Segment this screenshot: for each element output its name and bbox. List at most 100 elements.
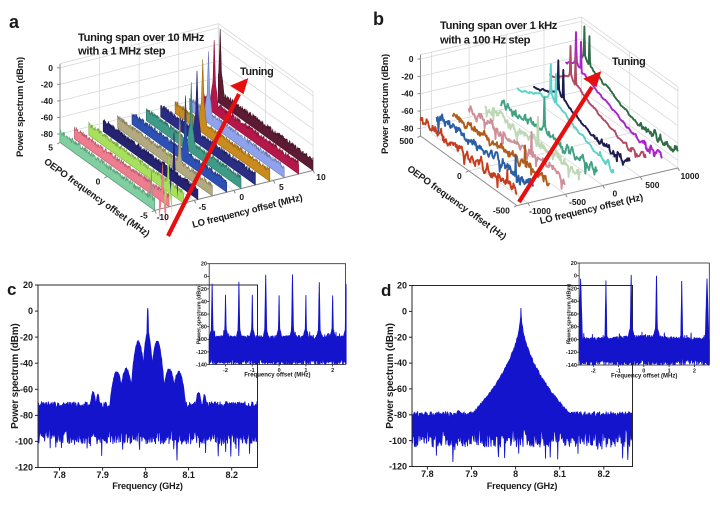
svg-text:7.9: 7.9 xyxy=(96,470,109,480)
svg-text:2: 2 xyxy=(331,368,334,374)
svg-text:-20: -20 xyxy=(199,287,207,293)
svg-text:7.8: 7.8 xyxy=(421,469,434,479)
svg-text:Power spectrum (dBm): Power spectrum (dBm) xyxy=(196,284,202,344)
svg-text:0: 0 xyxy=(457,171,462,181)
svg-text:Frequency offset (MHz): Frequency offset (MHz) xyxy=(611,374,677,380)
svg-text:-60: -60 xyxy=(569,312,577,318)
svg-text:-20: -20 xyxy=(394,332,407,342)
svg-text:-5: -5 xyxy=(199,202,207,212)
svg-text:-100: -100 xyxy=(15,437,33,447)
svg-text:1: 1 xyxy=(304,368,307,374)
svg-text:-60: -60 xyxy=(394,384,407,394)
svg-text:Tuning: Tuning xyxy=(612,56,645,68)
svg-text:0: 0 xyxy=(613,189,618,199)
svg-text:-5: -5 xyxy=(140,210,148,220)
svg-text:10: 10 xyxy=(316,172,326,182)
svg-text:8: 8 xyxy=(143,470,148,480)
svg-text:-20: -20 xyxy=(41,79,54,89)
svg-text:-80: -80 xyxy=(41,129,54,139)
svg-text:8.1: 8.1 xyxy=(553,469,566,479)
svg-text:7.9: 7.9 xyxy=(465,469,478,479)
svg-text:-500: -500 xyxy=(569,197,586,207)
svg-text:d: d xyxy=(381,281,391,300)
svg-text:-40: -40 xyxy=(199,299,207,305)
svg-text:0: 0 xyxy=(28,306,33,316)
svg-text:-1: -1 xyxy=(250,368,255,374)
svg-text:0: 0 xyxy=(239,192,244,202)
svg-text:-100: -100 xyxy=(196,337,207,343)
svg-text:20: 20 xyxy=(23,280,33,290)
svg-text:-80: -80 xyxy=(394,410,407,420)
svg-text:-40: -40 xyxy=(20,358,33,368)
svg-text:Tuning span over 10 MHz: Tuning span over 10 MHz xyxy=(78,32,205,44)
svg-text:-80: -80 xyxy=(569,325,577,331)
svg-text:with a 100 Hz step: with a 100 Hz step xyxy=(439,35,531,47)
svg-text:Power spectrum (dBm): Power spectrum (dBm) xyxy=(15,57,26,157)
svg-text:c: c xyxy=(7,280,16,299)
svg-text:-60: -60 xyxy=(20,384,33,394)
svg-text:-80: -80 xyxy=(199,325,207,331)
svg-text:-100: -100 xyxy=(566,337,577,343)
svg-text:8.2: 8.2 xyxy=(225,470,238,480)
svg-text:b: b xyxy=(373,9,384,29)
svg-text:5: 5 xyxy=(279,182,284,192)
svg-text:Frequency (GHz): Frequency (GHz) xyxy=(487,481,558,491)
svg-text:0: 0 xyxy=(402,307,407,317)
svg-text:-120: -120 xyxy=(566,350,577,356)
svg-text:-60: -60 xyxy=(401,106,414,116)
svg-text:with a 1 MHz step: with a 1 MHz step xyxy=(77,46,166,58)
svg-text:-20: -20 xyxy=(20,332,33,342)
svg-text:8.1: 8.1 xyxy=(182,470,195,480)
svg-text:Frequency offset (MHz): Frequency offset (MHz) xyxy=(244,373,310,379)
svg-text:-60: -60 xyxy=(41,112,54,122)
svg-text:0: 0 xyxy=(204,274,207,280)
svg-text:8.2: 8.2 xyxy=(598,469,611,479)
svg-text:7.8: 7.8 xyxy=(53,470,66,480)
svg-text:8: 8 xyxy=(513,469,518,479)
svg-text:2: 2 xyxy=(693,368,696,374)
svg-text:-20: -20 xyxy=(569,286,577,292)
svg-text:-80: -80 xyxy=(401,123,414,133)
svg-text:-40: -40 xyxy=(41,96,54,106)
svg-text:0: 0 xyxy=(278,368,281,374)
svg-text:-1: -1 xyxy=(616,368,621,374)
svg-text:-10: -10 xyxy=(157,212,170,222)
svg-text:-60: -60 xyxy=(199,312,207,318)
svg-text:Power spectrum (dBm): Power spectrum (dBm) xyxy=(385,323,396,428)
svg-text:-120: -120 xyxy=(196,350,207,356)
svg-text:-80: -80 xyxy=(20,411,33,421)
svg-text:1: 1 xyxy=(668,368,671,374)
svg-text:-140: -140 xyxy=(566,363,577,369)
svg-text:0: 0 xyxy=(48,63,53,73)
svg-text:20: 20 xyxy=(397,281,407,291)
svg-text:-500: -500 xyxy=(493,206,510,216)
svg-text:a: a xyxy=(9,12,20,32)
svg-text:-100: -100 xyxy=(389,436,407,446)
svg-text:-2: -2 xyxy=(591,368,596,374)
svg-text:-140: -140 xyxy=(196,362,207,368)
svg-text:Power spectrum (dBm): Power spectrum (dBm) xyxy=(10,323,21,428)
svg-text:500: 500 xyxy=(399,136,413,146)
svg-text:5: 5 xyxy=(48,142,53,152)
svg-text:500: 500 xyxy=(645,180,659,190)
svg-text:-2: -2 xyxy=(223,368,228,374)
svg-text:-40: -40 xyxy=(394,358,407,368)
svg-text:-20: -20 xyxy=(401,71,414,81)
svg-text:1000: 1000 xyxy=(680,171,699,181)
svg-text:Tuning: Tuning xyxy=(240,66,273,78)
svg-text:Power spectrum (dBm): Power spectrum (dBm) xyxy=(566,284,572,344)
svg-text:-120: -120 xyxy=(389,462,407,472)
svg-text:0: 0 xyxy=(96,176,101,186)
svg-text:0: 0 xyxy=(409,54,414,64)
svg-text:-120: -120 xyxy=(15,463,33,473)
svg-text:-40: -40 xyxy=(569,299,577,305)
svg-text:0: 0 xyxy=(574,274,577,280)
svg-text:20: 20 xyxy=(201,262,207,268)
svg-text:Power spectrum (dBm): Power spectrum (dBm) xyxy=(380,54,391,154)
svg-text:-40: -40 xyxy=(401,89,414,99)
svg-text:Frequency (GHz): Frequency (GHz) xyxy=(112,481,183,491)
svg-text:20: 20 xyxy=(571,261,577,267)
svg-text:0: 0 xyxy=(642,368,645,374)
svg-text:Tuning span over 1 kHz: Tuning span over 1 kHz xyxy=(440,20,558,32)
svg-text:-1000: -1000 xyxy=(529,206,551,216)
